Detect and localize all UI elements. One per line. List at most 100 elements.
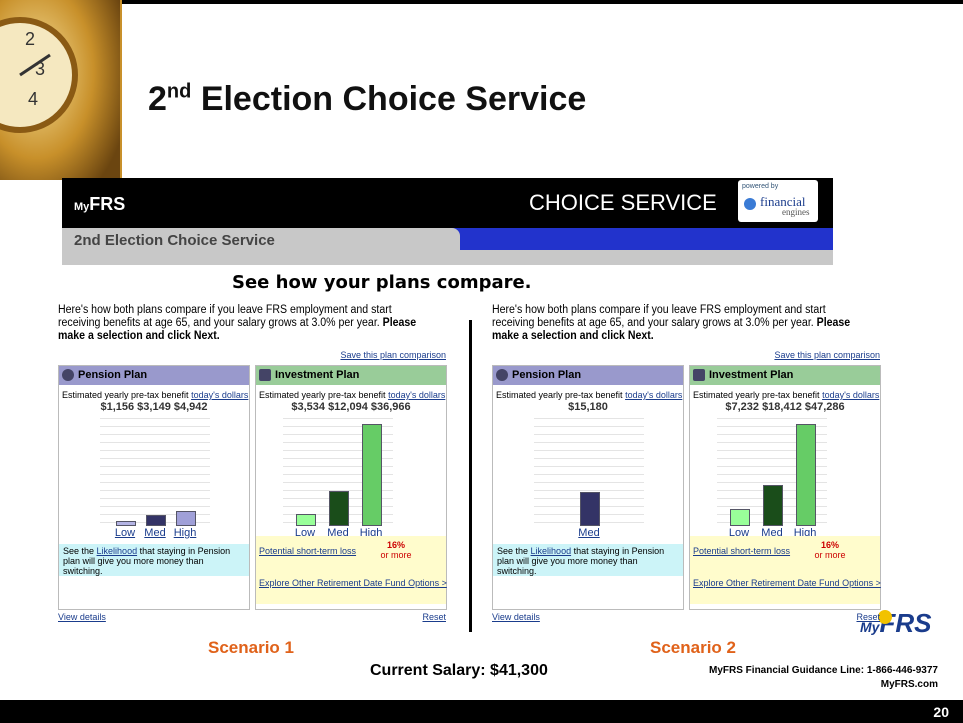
pension-box: Pension Plan Estimated yearly pre-tax ben… bbox=[492, 365, 684, 610]
explore-link[interactable]: Explore Other Retirement Date Fund Optio… bbox=[693, 578, 881, 588]
logo-sun bbox=[878, 610, 892, 624]
estimate-text: Estimated yearly pre-tax benefit bbox=[496, 390, 623, 400]
powered-by: powered by bbox=[742, 182, 778, 192]
dollars-link[interactable]: today's dollars bbox=[822, 390, 879, 400]
plan-header: Pension Plan bbox=[59, 366, 249, 385]
svg-text:4: 4 bbox=[28, 89, 38, 109]
likelihood-link[interactable]: Likelihood bbox=[97, 546, 138, 556]
investment-box: Investment Plan Estimated yearly pre-tax … bbox=[689, 365, 881, 610]
grid-line bbox=[100, 418, 210, 419]
plan-title: Pension Plan bbox=[512, 369, 581, 381]
grid-line bbox=[100, 450, 210, 451]
loss-note: or more bbox=[376, 550, 416, 560]
plan-title: Investment Plan bbox=[275, 369, 359, 381]
logo-my: My bbox=[74, 201, 89, 213]
value-labels: $1,156 $3,149 $4,942 bbox=[79, 401, 229, 413]
view-details[interactable]: View details bbox=[492, 612, 540, 622]
scenario-label: Scenario 1 bbox=[208, 638, 294, 658]
grid-line bbox=[534, 426, 644, 427]
grid-line bbox=[534, 418, 644, 419]
banner: CHOICE SERVICE bbox=[529, 190, 717, 216]
intro-text: Here's how both plans compare if you lea… bbox=[58, 304, 392, 329]
bar-label[interactable]: Med bbox=[140, 527, 170, 539]
reset[interactable]: Reset bbox=[832, 612, 880, 622]
grid-line bbox=[100, 458, 210, 459]
loss-link[interactable]: Potential short-term loss bbox=[259, 546, 356, 556]
plan-icon bbox=[496, 369, 508, 381]
bar bbox=[296, 514, 316, 526]
bar-label[interactable]: Low bbox=[110, 527, 140, 539]
estimate: Estimated yearly pre-tax benefit today's… bbox=[259, 390, 445, 400]
top-bar bbox=[0, 0, 963, 4]
scenario-label: Scenario 2 bbox=[650, 638, 736, 658]
bottom-bar: 20 bbox=[0, 700, 963, 723]
bar bbox=[796, 424, 816, 526]
likelihood-link[interactable]: Likelihood bbox=[531, 546, 572, 556]
value-label: $7,232 bbox=[725, 401, 759, 413]
dollars-link[interactable]: today's dollars bbox=[191, 390, 248, 400]
site: MyFRS.com bbox=[881, 679, 938, 690]
dollars-link[interactable]: today's dollars bbox=[625, 390, 682, 400]
partner-sub: engines bbox=[782, 207, 810, 217]
slide: 234 2nd Election Choice Service MyFRS CH… bbox=[0, 0, 963, 723]
loss-link[interactable]: Potential short-term loss bbox=[693, 546, 790, 556]
plan-title: Investment Plan bbox=[709, 369, 793, 381]
estimate-text: Estimated yearly pre-tax benefit bbox=[62, 390, 189, 400]
reset[interactable]: Reset bbox=[398, 612, 446, 622]
grid-line bbox=[100, 506, 210, 507]
plan-icon bbox=[693, 369, 705, 381]
grid-line bbox=[100, 498, 210, 499]
view-details[interactable]: View details bbox=[58, 612, 106, 622]
explore-link[interactable]: Explore Other Retirement Date Fund Optio… bbox=[259, 578, 447, 588]
value-labels: $15,180 bbox=[513, 401, 663, 413]
value-label: $12,094 bbox=[328, 401, 368, 413]
title-ordinal: nd bbox=[167, 81, 191, 103]
value-label: $36,966 bbox=[371, 401, 411, 413]
value-label: $3,149 bbox=[137, 401, 171, 413]
plan-header: Investment Plan bbox=[690, 366, 880, 385]
grid-line bbox=[534, 482, 644, 483]
bar-label[interactable]: High bbox=[170, 527, 200, 539]
guidance-line: MyFRS Financial Guidance Line: 1-866-446… bbox=[709, 665, 938, 676]
grid-line bbox=[534, 450, 644, 451]
plan-title: Pension Plan bbox=[78, 369, 147, 381]
save-link[interactable]: Save this plan comparison bbox=[492, 350, 880, 360]
grid-line bbox=[100, 466, 210, 467]
grid-line bbox=[100, 482, 210, 483]
salary: Current Salary: $41,300 bbox=[370, 662, 548, 680]
save-link[interactable]: Save this plan comparison bbox=[58, 350, 446, 360]
app-logo: MyFRS bbox=[74, 194, 125, 215]
divider bbox=[469, 320, 472, 632]
bar bbox=[580, 492, 600, 526]
investment-box: Investment Plan Estimated yearly pre-tax … bbox=[255, 365, 447, 610]
grid-line bbox=[100, 426, 210, 427]
grid-line bbox=[534, 466, 644, 467]
svg-text:2: 2 bbox=[25, 29, 35, 49]
grid-line bbox=[534, 434, 644, 435]
tab-label: 2nd Election Choice Service bbox=[74, 232, 275, 249]
logo-frs: FRS bbox=[89, 194, 125, 214]
plan-icon bbox=[259, 369, 271, 381]
value-labels: $7,232 $18,412 $47,286 bbox=[690, 401, 880, 413]
grid-line bbox=[534, 458, 644, 459]
intro-text: Here's how both plans compare if you lea… bbox=[492, 304, 826, 329]
grid-line bbox=[283, 418, 393, 419]
estimate: Estimated yearly pre-tax benefit today's… bbox=[693, 390, 879, 400]
plan-icon bbox=[62, 369, 74, 381]
loss-value: 16% bbox=[376, 540, 416, 550]
value-label: $18,412 bbox=[762, 401, 802, 413]
value-label: $15,180 bbox=[568, 401, 608, 413]
bar-label[interactable]: Med bbox=[574, 527, 604, 539]
grid-line bbox=[717, 418, 827, 419]
intro: Here's how both plans compare if you lea… bbox=[492, 304, 851, 343]
grid-line bbox=[100, 490, 210, 491]
grid-line bbox=[534, 490, 644, 491]
estimate: Estimated yearly pre-tax benefit today's… bbox=[496, 390, 682, 400]
value-label: $1,156 bbox=[100, 401, 134, 413]
intro: Here's how both plans compare if you lea… bbox=[58, 304, 417, 343]
estimate: Estimated yearly pre-tax benefit today's… bbox=[62, 390, 248, 400]
dollars-link[interactable]: today's dollars bbox=[388, 390, 445, 400]
bar bbox=[146, 515, 166, 526]
bar bbox=[362, 424, 382, 526]
slide-title: 2nd Election Choice Service bbox=[148, 80, 586, 119]
